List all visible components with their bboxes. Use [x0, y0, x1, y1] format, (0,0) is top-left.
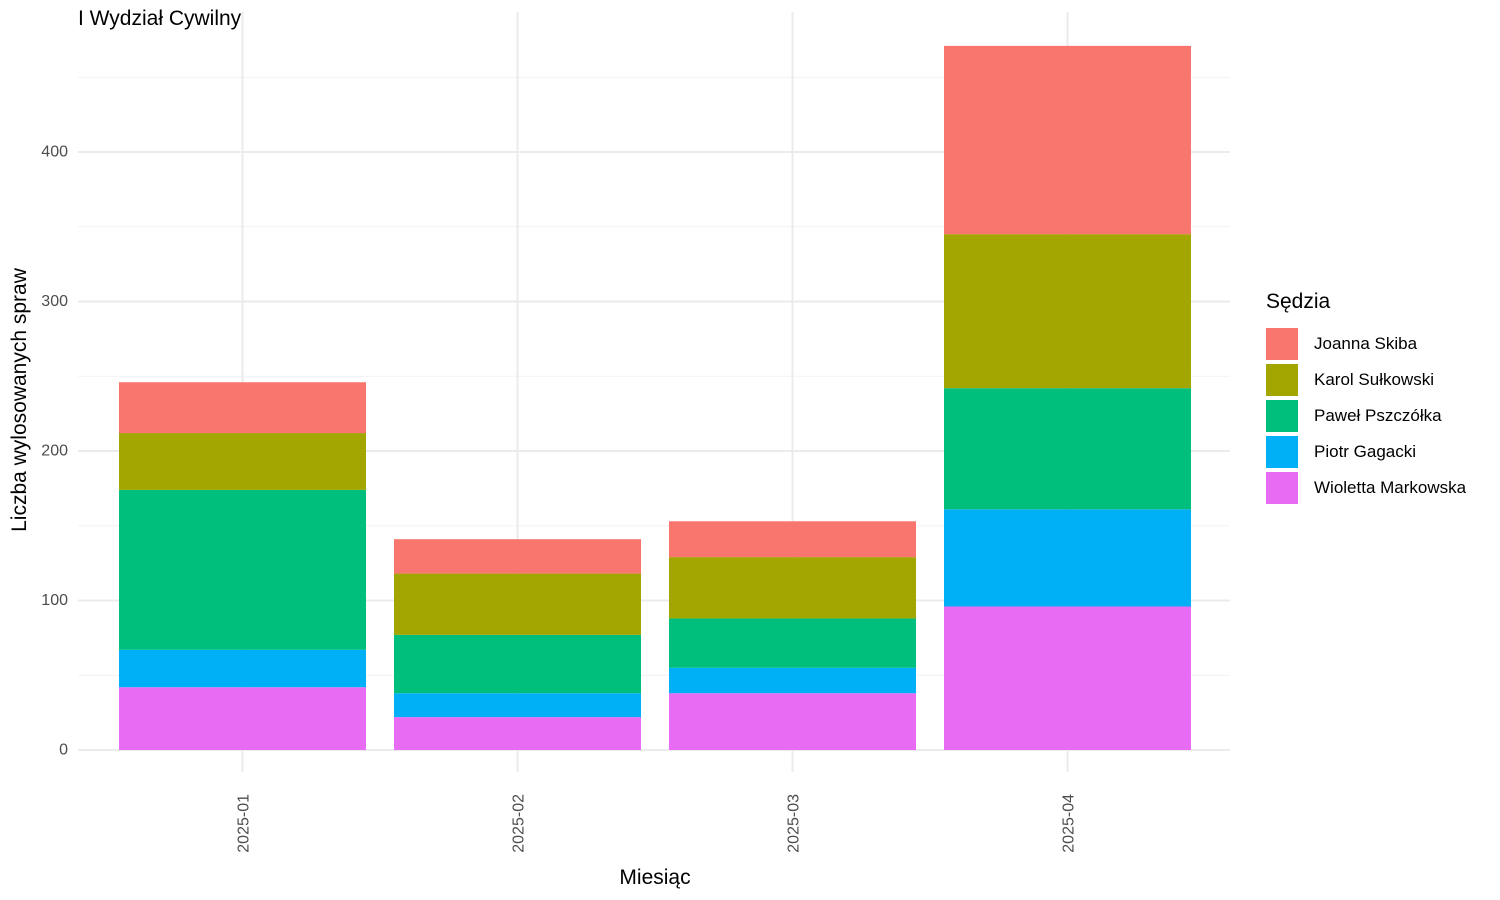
- legend: Sędzia Joanna Skiba Karol Sułkowski Paweł …: [1266, 290, 1466, 506]
- bar-segment: [669, 693, 916, 750]
- y-tick-label: 0: [59, 742, 68, 759]
- legend-item: Paweł Pszczółka: [1266, 398, 1466, 434]
- legend-items: Joanna Skiba Karol Sułkowski Paweł Pszczół…: [1266, 326, 1466, 506]
- bar-segment: [394, 573, 641, 635]
- x-axis-title: Miesiąc: [619, 866, 691, 889]
- bar-segment: [394, 693, 641, 718]
- y-tick-label: 200: [41, 443, 68, 460]
- bar-segment: [119, 433, 366, 490]
- legend-item: Joanna Skiba: [1266, 326, 1466, 362]
- bar-segment: [669, 521, 916, 558]
- bar-segment: [394, 634, 641, 694]
- bar-segment: [944, 606, 1191, 750]
- bar-segment: [394, 717, 641, 750]
- x-tick-label: 2025-01: [236, 794, 253, 853]
- bar-segment: [394, 539, 641, 574]
- legend-item: Piotr Gagacki: [1266, 434, 1466, 470]
- y-axis-ticks: 0 100 200 300 400: [41, 144, 68, 759]
- x-tick-label: 2025-03: [786, 794, 803, 853]
- bar-segment: [944, 509, 1191, 607]
- y-axis-title: Liczba wylosowanych spraw: [8, 268, 31, 532]
- bar-segment: [119, 649, 366, 688]
- bar-segment: [669, 557, 916, 619]
- x-tick-label: 2025-02: [511, 794, 528, 853]
- legend-label: Joanna Skiba: [1314, 334, 1418, 353]
- y-tick-label: 300: [41, 293, 68, 310]
- x-tick-label: 2025-04: [1061, 794, 1078, 853]
- legend-key: [1266, 436, 1298, 468]
- legend-item: Wioletta Markowska: [1266, 470, 1466, 506]
- legend-key: [1266, 328, 1298, 360]
- bar-segment: [944, 45, 1191, 235]
- legend-key: [1266, 472, 1298, 504]
- y-tick-label: 400: [41, 144, 68, 161]
- legend-title: Sędzia: [1266, 290, 1331, 313]
- bars: [119, 45, 1191, 750]
- x-axis-ticks: 2025-01 2025-02 2025-03 2025-04: [236, 794, 1078, 853]
- legend-key: [1266, 400, 1298, 432]
- bar-segment: [669, 618, 916, 668]
- legend-label: Wioletta Markowska: [1314, 478, 1467, 497]
- legend-label: Piotr Gagacki: [1314, 442, 1417, 461]
- bar-segment: [944, 234, 1191, 389]
- legend-key: [1266, 364, 1298, 396]
- bar-segment: [669, 667, 916, 694]
- legend-item: Karol Sułkowski: [1266, 362, 1466, 398]
- bar-segment: [119, 687, 366, 750]
- chart-title: I Wydział Cywilny: [78, 7, 242, 30]
- y-tick-label: 100: [41, 592, 68, 609]
- bar-segment: [119, 382, 366, 434]
- legend-label: Paweł Pszczółka: [1314, 406, 1442, 425]
- bar-segment: [944, 388, 1191, 510]
- legend-label: Karol Sułkowski: [1314, 370, 1434, 389]
- bar-segment: [119, 489, 366, 650]
